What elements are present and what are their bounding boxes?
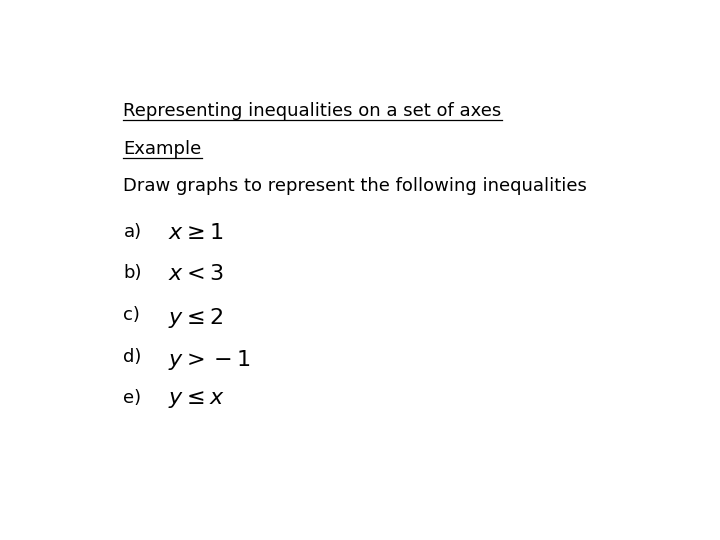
Text: a): a) <box>124 223 142 241</box>
Text: $x \geq 1$: $x \geq 1$ <box>168 223 223 243</box>
Text: $y \leq x$: $y \leq x$ <box>168 389 225 410</box>
Text: Representing inequalities on a set of axes: Representing inequalities on a set of ax… <box>124 102 502 120</box>
Text: $y \leq 2$: $y \leq 2$ <box>168 306 223 330</box>
Text: Example: Example <box>124 140 202 158</box>
Text: e): e) <box>124 389 142 407</box>
Text: d): d) <box>124 348 142 366</box>
Text: $x < 3$: $x < 3$ <box>168 265 223 285</box>
Text: b): b) <box>124 265 142 282</box>
Text: c): c) <box>124 306 140 324</box>
Text: $y > -1$: $y > -1$ <box>168 348 251 372</box>
Text: Draw graphs to represent the following inequalities: Draw graphs to represent the following i… <box>124 177 588 195</box>
